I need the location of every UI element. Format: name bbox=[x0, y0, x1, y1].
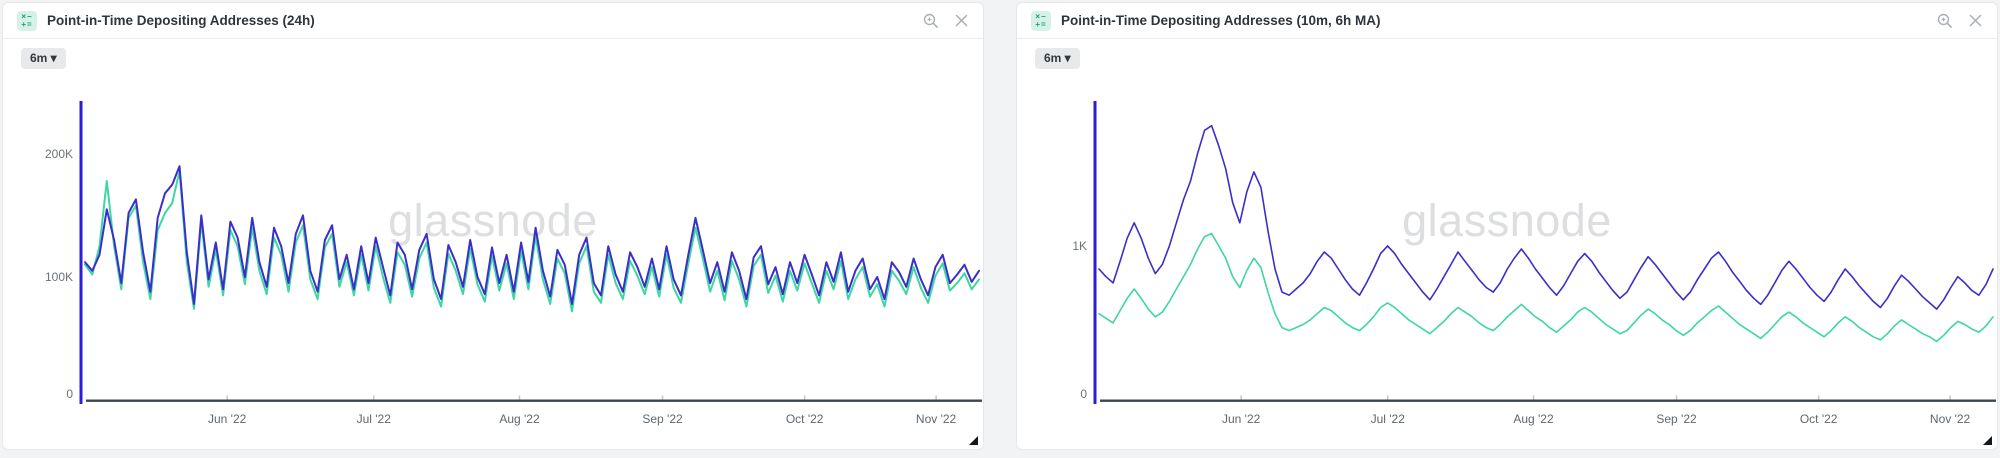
x-axis-tick bbox=[226, 395, 228, 400]
metric-icon-row: += bbox=[1035, 19, 1047, 29]
panel-title: Point-in-Time Depositing Addresses (10m,… bbox=[1061, 13, 1381, 28]
y-tick-label: 1K bbox=[1072, 239, 1087, 253]
x-tick-label: Nov '22 bbox=[916, 412, 957, 426]
chart-body: 6m ▾ glassnode Jun '22 Jul '22 Aug '22 Sep … bbox=[1017, 39, 1997, 449]
chart-panel-10m-6hma: ×− += Point-in-Time Depositing Addresses… bbox=[1016, 2, 1998, 450]
series-line-depositing-addresses-secondary bbox=[1098, 232, 1994, 343]
series-line-depositing-addresses-total bbox=[84, 165, 980, 305]
timeframe-dropdown[interactable]: 6m ▾ bbox=[21, 48, 66, 69]
glassnode-watermark: glassnode bbox=[1402, 195, 1612, 246]
x-axis-tick bbox=[935, 395, 937, 400]
chart-body: 6m ▾ glassnode Jun '22 Jul '22 Aug '22 Sep … bbox=[3, 39, 983, 449]
timeframe-dropdown[interactable]: 6m ▾ bbox=[1035, 48, 1080, 69]
glassnode-watermark: glassnode bbox=[388, 195, 598, 246]
x-tick-label: Sep '22 bbox=[642, 412, 683, 426]
x-axis-tick bbox=[373, 395, 375, 400]
x-tick-label: Aug '22 bbox=[499, 412, 540, 426]
x-tick-label: Jul '22 bbox=[357, 412, 392, 426]
x-tick-label: Nov '22 bbox=[1930, 412, 1971, 426]
y-tick-label: 200K bbox=[45, 147, 73, 161]
close-icon[interactable] bbox=[1968, 13, 1983, 28]
x-tick-label: Aug '22 bbox=[1513, 412, 1554, 426]
panel-header: ×− += Point-in-Time Depositing Addresses… bbox=[1017, 3, 1997, 39]
series-line-depositing-addresses-secondary bbox=[84, 170, 980, 313]
x-axis-tick bbox=[1387, 395, 1389, 400]
x-axis-tick bbox=[1949, 395, 1951, 400]
chart-panel-24h: ×− += Point-in-Time Depositing Addresses… bbox=[2, 2, 984, 450]
y-axis-line bbox=[79, 101, 83, 404]
chart-plot-area[interactable]: Jun '22 Jul '22 Aug '22 Sep '22 Oct '22 Nov '… bbox=[3, 39, 985, 451]
resize-handle[interactable] bbox=[969, 436, 978, 445]
metric-icon-row: ×− bbox=[1035, 11, 1047, 21]
x-axis-line bbox=[86, 399, 982, 402]
zoom-in-icon[interactable] bbox=[1936, 12, 1954, 30]
x-axis-tick bbox=[803, 395, 806, 400]
x-axis-tick bbox=[1240, 395, 1242, 400]
panel-header: ×− += Point-in-Time Depositing Addresses… bbox=[3, 3, 983, 39]
x-tick-label: Sep '22 bbox=[1656, 412, 1697, 426]
x-tick-label: Jun '22 bbox=[1222, 412, 1261, 426]
x-tick-label: Jul '22 bbox=[1371, 412, 1406, 426]
zoom-in-icon[interactable] bbox=[922, 12, 940, 30]
y-tick-label: 0 bbox=[66, 387, 73, 401]
y-tick-label: 100K bbox=[45, 270, 73, 284]
close-icon[interactable] bbox=[954, 13, 969, 28]
x-axis-tick bbox=[518, 395, 521, 400]
metric-icon-row: ×− bbox=[21, 11, 33, 21]
chart-plot-area[interactable]: Jun '22 Jul '22 Aug '22 Sep '22 Oct '22 Nov '… bbox=[1017, 39, 1999, 451]
x-axis-tick bbox=[1817, 395, 1820, 400]
metric-formula-icon: ×− += bbox=[1031, 10, 1051, 31]
x-tick-label: Oct '22 bbox=[1800, 412, 1838, 426]
resize-handle[interactable] bbox=[1983, 436, 1992, 445]
y-axis-line bbox=[1093, 101, 1097, 404]
series-line-depositing-addresses-total bbox=[1098, 124, 1994, 310]
x-tick-label: Oct '22 bbox=[786, 412, 824, 426]
x-axis-tick bbox=[1675, 395, 1678, 400]
panel-title: Point-in-Time Depositing Addresses (24h) bbox=[47, 13, 315, 28]
metric-formula-icon: ×− += bbox=[17, 10, 37, 31]
x-tick-label: Jun '22 bbox=[208, 412, 247, 426]
x-axis-tick bbox=[661, 395, 664, 400]
x-axis-line bbox=[1100, 399, 1996, 402]
metric-icon-row: += bbox=[21, 19, 33, 29]
x-axis-tick bbox=[1532, 395, 1535, 400]
y-tick-label: 0 bbox=[1080, 387, 1087, 401]
